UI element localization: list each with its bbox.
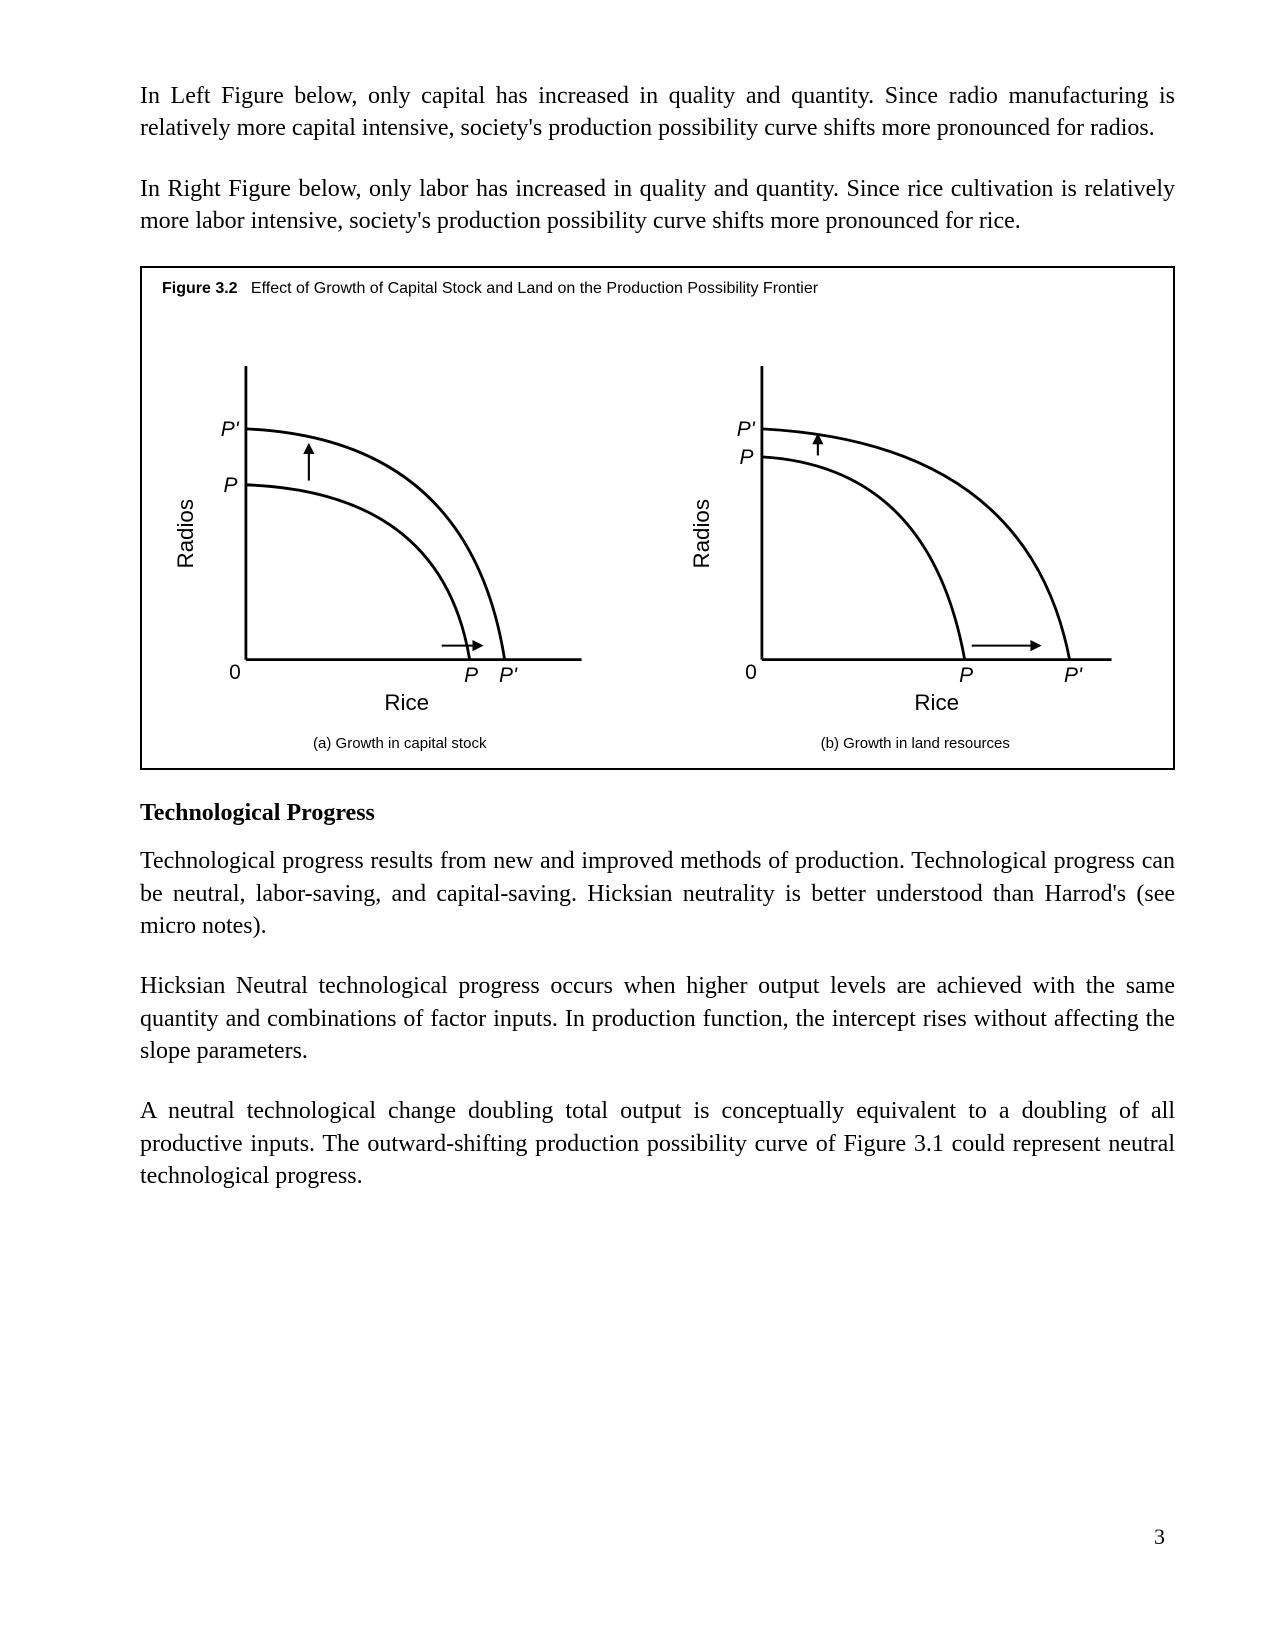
chart-b-caption: (b) Growth in land resources (821, 735, 1010, 752)
chart-a-y-inner-tick: P (224, 473, 238, 496)
page-number: 3 (1154, 1524, 1165, 1550)
chart-a-y-outer-tick: P' (221, 417, 240, 440)
heading-technological-progress: Technological Progress (140, 800, 1175, 827)
chart-b-x-outer-tick: P' (1063, 664, 1082, 687)
chart-b-right-arrow-head (1030, 640, 1041, 651)
chart-b-origin: 0 (745, 661, 757, 684)
chart-b-inner-curve (761, 456, 964, 659)
chart-a-inner-curve (246, 484, 470, 659)
chart-a-container: Radios 0 P' P P P' (162, 310, 638, 753)
chart-b-y-inner-tick: P (739, 445, 753, 468)
chart-a-caption: (a) Growth in capital stock (313, 735, 486, 752)
chart-a-x-inner-tick: P (464, 664, 478, 687)
figure-number: Figure 3.2 (162, 280, 238, 297)
paragraph-3: Technological progress results from new … (140, 845, 1175, 942)
paragraph-5: A neutral technological change doubling … (140, 1095, 1175, 1192)
chart-b-svg: Radios 0 P' P P P' Rice (678, 310, 1154, 730)
figure-title-text: Effect of Growth of Capital Stock and La… (251, 280, 818, 297)
paragraph-2: In Right Figure below, only labor has in… (140, 173, 1175, 238)
chart-b-container: Radios 0 P' P P P' Rice (678, 310, 1154, 753)
chart-b-x-inner-tick: P (959, 664, 973, 687)
chart-a-x-label: Rice (384, 690, 429, 715)
chart-a-svg: Radios 0 P' P P P' (162, 310, 638, 730)
chart-a-outer-curve (246, 428, 505, 659)
chart-b-y-label: Radios (688, 499, 713, 569)
paragraph-4: Hicksian Neutral technological progress … (140, 970, 1175, 1067)
chart-b-y-outer-tick: P' (736, 417, 755, 440)
charts-row: Radios 0 P' P P P' (162, 310, 1153, 753)
chart-a-x-outer-tick: P' (499, 664, 518, 687)
chart-a-y-label: Radios (173, 499, 198, 569)
chart-a-origin: 0 (229, 661, 241, 684)
paragraph-1: In Left Figure below, only capital has i… (140, 80, 1175, 145)
figure-title: Figure 3.2 Effect of Growth of Capital S… (162, 280, 1153, 298)
figure-3-2: Figure 3.2 Effect of Growth of Capital S… (140, 266, 1175, 771)
chart-a-up-arrow-head (303, 442, 314, 453)
chart-b-x-label: Rice (914, 690, 959, 715)
chart-a-right-arrow-head (472, 640, 483, 651)
